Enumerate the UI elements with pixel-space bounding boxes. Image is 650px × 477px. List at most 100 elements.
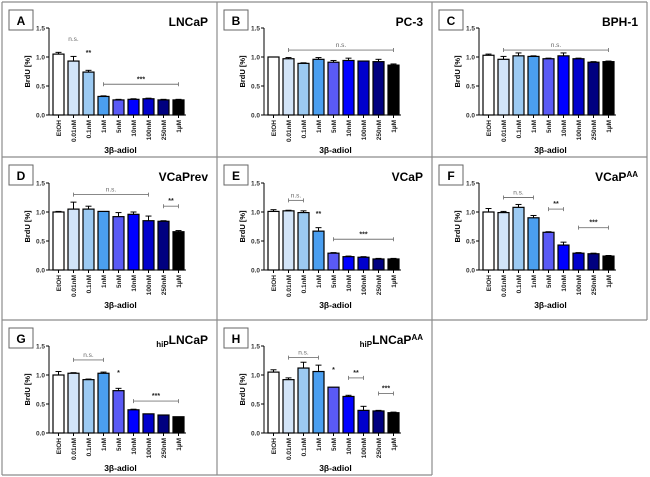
x-tick-label: 250nM [376,275,383,295]
x-tick-label: 250nM [376,120,383,140]
y-tick-label: 0.0 [466,268,475,275]
x-tick-label: EtOH [271,120,278,137]
y-tick-label: 0.0 [251,113,260,120]
bar-100nM [357,256,370,271]
x-axis-label: 3β-adiol [319,463,352,473]
y-tick-label: 0.5 [36,239,45,246]
significance-label: *** [152,393,160,400]
panel-label-box [438,9,464,31]
bar-0.01nM [282,58,295,116]
x-tick-label: 0.1nM [86,438,93,456]
significance-label: n.s. [336,42,347,49]
bar-1µM [387,258,400,271]
y-tick-label: 0.5 [36,402,45,409]
x-tick-label: 1nM [316,275,323,288]
x-tick-label: EtOH [56,120,63,137]
bar-100nM [142,220,155,271]
bar-1µM [602,255,615,271]
bar-5nM [542,231,555,271]
y-axis-label: BrdU [%] [238,373,247,406]
panel-label-box [223,9,249,31]
bar-10nM [342,395,355,434]
bar-EtOH [52,211,65,271]
x-tick-label: 1µM [176,275,183,288]
bar-1nM [312,58,325,116]
significance-label: n.s. [68,36,79,43]
y-tick-label: 1.5 [36,344,45,351]
chart-title: BPH-1 [602,15,638,29]
bar-250nM [372,258,385,271]
y-tick-label: 0.5 [466,84,475,91]
x-axis-label: 3β-adiol [534,145,567,155]
significance-label: ** [553,201,559,208]
x-tick-label: 100nM [361,275,368,295]
y-tick-label: 0.5 [466,239,475,246]
significance-label: n.s. [291,192,302,199]
x-tick-label: 1nM [531,275,538,288]
x-tick-label: 100nM [146,120,153,140]
chart-title-main: VCaPrev [159,170,209,184]
y-tick-label: 1.0 [251,373,260,380]
x-tick-label: 5nM [331,120,338,133]
x-tick-label: 1µM [606,275,613,288]
x-tick-label: 1nM [101,275,108,288]
bar-1nM [527,217,540,271]
x-tick-label: 5nM [116,120,123,133]
y-tick-label: 1.5 [251,181,260,188]
x-tick-label: 1nM [101,120,108,133]
x-tick-label: 10nM [561,120,568,137]
bar-1nM [97,210,110,271]
bar-EtOH [52,374,65,434]
y-axis-label: BrdU [%] [453,210,462,243]
x-tick-label: 0.01nM [71,120,78,142]
x-tick-label: 250nM [376,438,383,458]
x-tick-label: 0.01nM [286,120,293,142]
bar-5nM [112,99,125,116]
significance-label: * [332,367,335,374]
x-tick-label: 10nM [346,275,353,292]
y-tick-label: 1.5 [36,26,45,33]
x-tick-label: 0.1nM [86,275,93,293]
x-tick-label: EtOH [56,275,63,292]
x-tick-label: 5nM [331,275,338,288]
panel-letter: H [232,332,241,346]
significance-label: n.s. [83,352,94,359]
bar-0.01nM [67,60,80,116]
x-tick-label: 1µM [176,438,183,451]
y-tick-label: 0.5 [251,402,260,409]
x-tick-label: 0.01nM [501,120,508,142]
x-tick-label: EtOH [486,275,493,292]
x-axis-label: 3β-adiol [319,145,352,155]
x-tick-label: 1nM [316,438,323,451]
x-axis-label: 3β-adiol [104,145,137,155]
y-tick-label: 1.0 [466,210,475,217]
chart-panel-d: D VCaPrev 0.0 0.5 1.0 1.5 BrdU [%] EtOH 0.01nM 0.… [8,164,209,310]
bar-EtOH [267,210,280,271]
x-tick-label: 5nM [546,120,553,133]
y-tick-label: 0.0 [36,113,45,120]
x-tick-label: EtOH [56,438,63,455]
bar-250nM [372,61,385,116]
x-tick-label: 0.1nM [516,275,523,293]
chart-panel-f: F VCaPAA 0.0 0.5 1.0 1.5 BrdU [%] EtOH 0.01nM 0.1… [438,164,638,310]
bar-EtOH [267,371,280,434]
significance-label: *** [382,386,390,393]
chart-panel-a: A LNCaP 0.0 0.5 1.0 1.5 BrdU [%] EtOH 0.01nM 0.1n… [8,9,208,155]
y-tick-label: 1.5 [466,26,475,33]
x-tick-label: 5nM [116,275,123,288]
y-tick-label: 0.0 [36,431,45,438]
chart-title-main: LNCaP [169,333,208,347]
bar-0.1nM [297,211,310,271]
bar-1nM [312,370,325,434]
chart-title: hiPLNCaPAA [360,333,424,349]
bar-100nM [572,58,585,116]
x-tick-label: 0.01nM [286,275,293,297]
chart-panel-b: B PC-3 0.0 0.5 1.0 1.5 BrdU [%] EtOH 0.01nM 0.1nM… [223,9,424,155]
y-axis-label: BrdU [%] [23,210,32,243]
bar-1µM [172,99,185,116]
chart-title-main: PC-3 [396,15,424,29]
x-tick-label: 250nM [161,120,168,140]
x-tick-label: 1nM [316,120,323,133]
